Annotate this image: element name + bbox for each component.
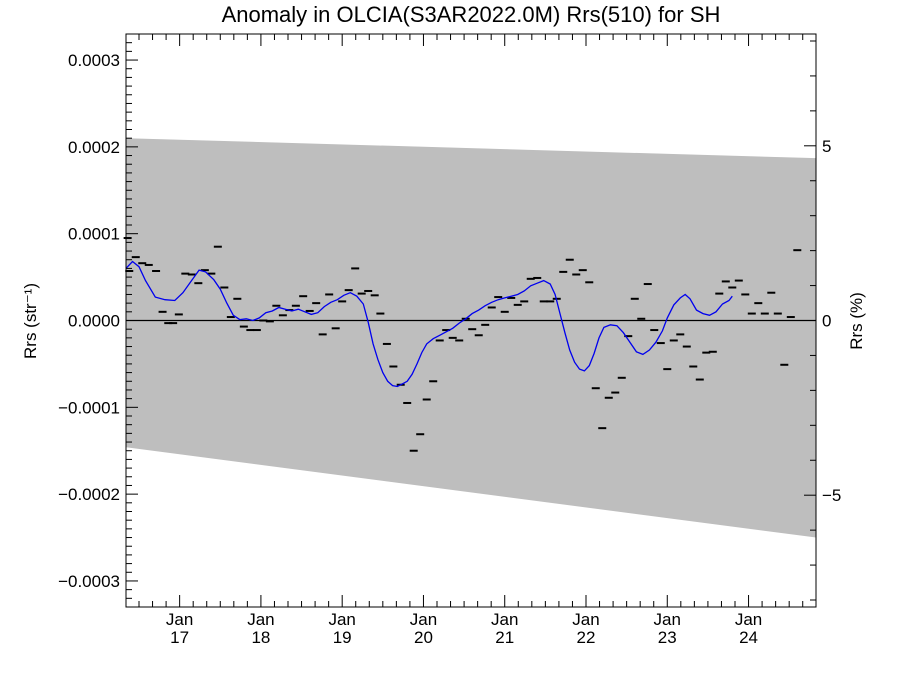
chart-title: Anomaly in OLCIA(S3AR2022.0M) Rrs(510) f… <box>222 2 721 27</box>
y-left-tick-label: −0.0003 <box>58 572 120 591</box>
x-tick-label-month: Jan <box>735 610 762 629</box>
uncertainty-band <box>126 138 816 538</box>
x-tick-label-month: Jan <box>328 610 355 629</box>
x-tick-label-month: Jan <box>491 610 518 629</box>
y-axis-label-right: Rrs (%) <box>847 292 866 350</box>
y-left-tick-label: 0.0002 <box>68 138 120 157</box>
y-left-tick-label: 0.0000 <box>68 312 120 331</box>
x-tick-label-year: 19 <box>333 628 352 647</box>
y-right-tick-label: −5 <box>822 486 841 505</box>
x-tick-label-year: 22 <box>577 628 596 647</box>
y-right-tick-label: 0 <box>822 312 831 331</box>
y-axis-label-left: Rrs (str⁻¹) <box>21 283 40 359</box>
x-tick-label-year: 21 <box>495 628 514 647</box>
x-tick-label-year: 17 <box>170 628 189 647</box>
x-tick-label-year: 20 <box>414 628 433 647</box>
x-tick-label-month: Jan <box>166 610 193 629</box>
x-tick-label-year: 24 <box>739 628 758 647</box>
x-tick-label-year: 23 <box>658 628 677 647</box>
y-left-tick-label: 0.0001 <box>68 225 120 244</box>
axes-layer: 0.0003 0.0002 0.0001 0.0000 −0.0001 −0.0002 −0… <box>58 33 841 647</box>
x-tick-label-month: Jan <box>572 610 599 629</box>
x-tick-label-month: Jan <box>410 610 437 629</box>
uncertainty-band-layer <box>126 138 816 538</box>
y-right-tick-label: 5 <box>822 137 831 156</box>
smoothed-line-layer <box>125 260 733 388</box>
y-left-tick-label: 0.0003 <box>68 51 120 70</box>
smoothed-line <box>125 260 733 388</box>
y-left-tick-label: −0.0001 <box>58 398 120 417</box>
data-points-layer <box>123 237 802 452</box>
x-tick-label-month: Jan <box>247 610 274 629</box>
x-tick-label-month: Jan <box>654 610 681 629</box>
x-tick-label-year: 18 <box>251 628 270 647</box>
y-left-tick-label: −0.0002 <box>58 485 120 504</box>
